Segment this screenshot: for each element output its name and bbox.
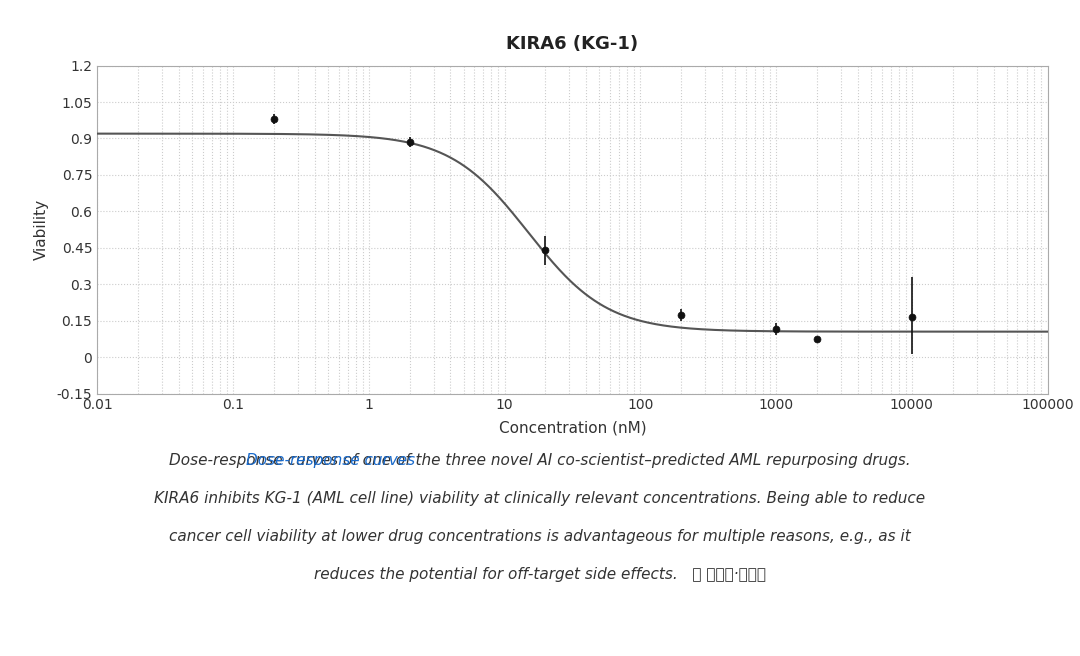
- Text: cancer cell viability at lower drug concentrations is advantageous for multiple : cancer cell viability at lower drug conc…: [170, 529, 910, 544]
- Text: Dose-response curves: Dose-response curves: [245, 453, 415, 468]
- X-axis label: Concentration (nM): Concentration (nM): [499, 420, 646, 436]
- Text: KIRA6 inhibits KG-1 (AML cell line) viability at clinically relevant concentrati: KIRA6 inhibits KG-1 (AML cell line) viab…: [154, 491, 926, 506]
- Title: KIRA6 (KG-1): KIRA6 (KG-1): [507, 35, 638, 53]
- Text: reduces the potential for off-target side effects.   📱 公众号·量子位: reduces the potential for off-target sid…: [314, 567, 766, 582]
- Y-axis label: Viability: Viability: [33, 199, 49, 260]
- Text: Dose-response curves of one of the three novel AI co-scientist–predicted AML rep: Dose-response curves of one of the three…: [170, 453, 910, 468]
